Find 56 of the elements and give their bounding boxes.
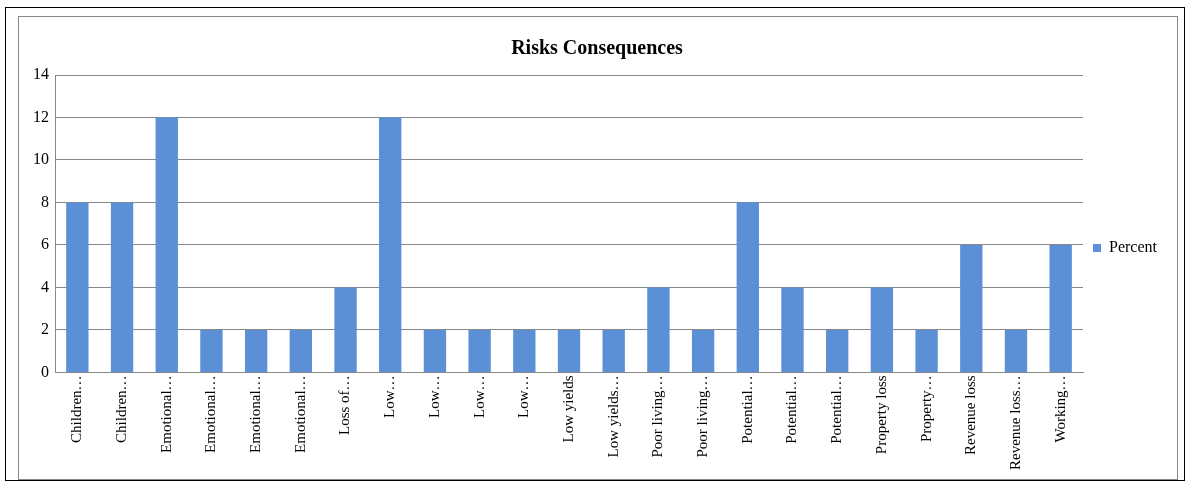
bar [691, 329, 715, 372]
x-tick-label: Working… [1051, 375, 1068, 443]
x-tick-label: Revenue loss… [1006, 375, 1023, 471]
bar [200, 329, 223, 372]
bar [781, 287, 804, 372]
bar [513, 329, 536, 372]
legend-label: Percent [1109, 238, 1158, 256]
bar [1049, 244, 1072, 372]
bar [736, 202, 759, 372]
bar [1004, 329, 1028, 372]
x-tick-label: Low… [515, 375, 532, 418]
x-tick-label: Property loss [872, 375, 889, 455]
x-tick-label: Children… [68, 375, 85, 443]
y-tick-label: 6 [41, 235, 49, 253]
bar [557, 329, 581, 372]
x-tick-label: Emotional… [247, 375, 264, 453]
y-tick-label: 8 [41, 192, 49, 210]
x-tick-label: Low yields… [604, 375, 621, 458]
bar [289, 329, 313, 372]
x-tick-label: Potential… [783, 375, 800, 444]
x-tick-label: Low… [470, 375, 487, 418]
bar [960, 244, 983, 372]
bar [66, 202, 89, 372]
y-tick-label: 4 [41, 277, 49, 295]
x-tick-label: Emotional… [291, 375, 308, 453]
x-tick-label: Low… [381, 375, 398, 418]
x-tick-label: Poor living… [649, 375, 666, 458]
bar [423, 329, 447, 372]
y-tick-label: 14 [33, 65, 49, 83]
bar [334, 287, 357, 372]
bar [915, 329, 938, 372]
x-tick-label: Low… [425, 375, 442, 418]
x-tick-label: Property… [917, 375, 934, 443]
x-tick-label: Loss of… [336, 375, 353, 436]
bar [826, 329, 849, 372]
x-tick-label: Potential… [738, 375, 755, 444]
y-tick-label: 2 [41, 320, 49, 338]
bar [647, 287, 670, 372]
bar [379, 117, 402, 372]
x-tick-label: Potential… [828, 375, 845, 444]
y-tick-label: 12 [33, 107, 49, 125]
bar [602, 329, 625, 372]
x-tick-label: Emotional… [202, 375, 219, 453]
chart-title: Risks Consequences [511, 36, 684, 60]
bar [110, 202, 134, 372]
x-tick-label: Revenue loss [962, 375, 979, 456]
y-tick-label: 10 [33, 150, 49, 168]
x-tick-label: Low yields [559, 375, 576, 443]
bar [468, 329, 491, 372]
bar [870, 287, 894, 372]
bar [155, 117, 178, 372]
y-tick-label: 0 [41, 362, 49, 380]
x-tick-label: Children… [112, 375, 129, 443]
x-tick-label: Poor living… [694, 375, 711, 458]
bar [244, 329, 268, 372]
x-tick-label: Emotional… [157, 375, 174, 453]
